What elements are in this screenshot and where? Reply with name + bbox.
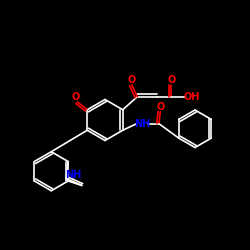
Text: O: O [167,75,175,85]
Text: OH: OH [184,92,200,102]
Text: O: O [128,75,136,85]
Text: O: O [156,102,164,112]
Text: NH: NH [65,170,82,180]
Text: NH: NH [134,119,150,129]
Text: O: O [72,92,80,102]
